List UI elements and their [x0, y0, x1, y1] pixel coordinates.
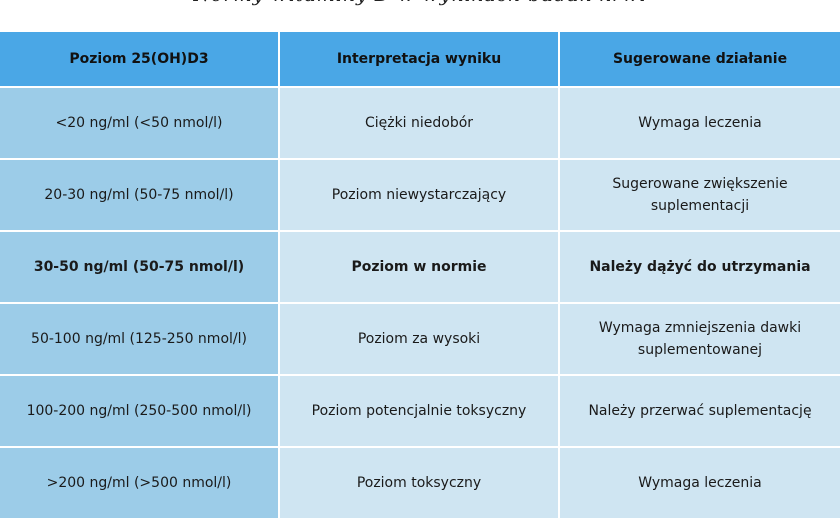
cell-action: Wymaga zmniejszenia dawki suplementowane…: [560, 304, 840, 376]
header-level: Poziom 25(OH)D3: [0, 32, 280, 88]
cell-level: 30-50 ng/ml (50-75 nmol/l): [0, 232, 280, 304]
cell-action: Sugerowane zwiększenie suplementacji: [560, 160, 840, 232]
cell-interpretation: Poziom w normie: [280, 232, 560, 304]
cell-interpretation: Poziom niewystarczający: [280, 160, 560, 232]
cell-level: <20 ng/ml (<50 nmol/l): [0, 88, 280, 160]
cell-interpretation: Ciężki niedobór: [280, 88, 560, 160]
cell-action: Wymaga leczenia: [560, 88, 840, 160]
cell-action: Należy przerwać suplementację: [560, 376, 840, 448]
header-interpretation: Interpretacja wyniku: [280, 32, 560, 88]
cell-interpretation: Poziom za wysoki: [280, 304, 560, 376]
cell-interpretation: Poziom potencjalnie toksyczny: [280, 376, 560, 448]
table-title: Normy witaminy D w wynikach badań krwi: [0, 0, 840, 8]
header-action: Sugerowane działanie: [560, 32, 840, 88]
cell-level: 20-30 ng/ml (50-75 nmol/l): [0, 160, 280, 232]
cell-action: Wymaga leczenia: [560, 448, 840, 520]
cell-level: 50-100 ng/ml (125-250 nmol/l): [0, 304, 280, 376]
cell-interpretation: Poziom toksyczny: [280, 448, 560, 520]
cell-level: >200 ng/ml (>500 nmol/l): [0, 448, 280, 520]
cell-level: 100-200 ng/ml (250-500 nmol/l): [0, 376, 280, 448]
vitamin-d-table: Poziom 25(OH)D3 Interpretacja wyniku Sug…: [0, 32, 840, 520]
cell-action: Należy dążyć do utrzymania: [560, 232, 840, 304]
